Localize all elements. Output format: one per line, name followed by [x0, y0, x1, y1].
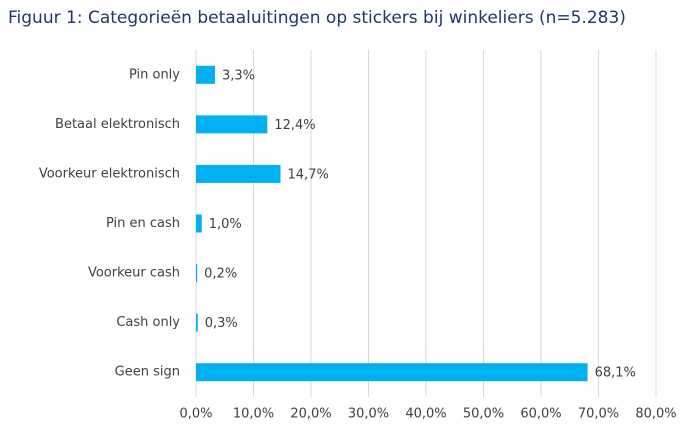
y-tick-label: Geen sign [115, 365, 180, 380]
data-label: 1,0% [209, 217, 242, 232]
y-tick-label: Pin only [129, 67, 180, 82]
bar [196, 363, 588, 382]
bar [196, 313, 198, 332]
bar [196, 115, 268, 134]
y-tick-label: Cash only [116, 315, 180, 330]
data-label: 0,3% [205, 316, 238, 331]
data-label: 0,2% [204, 267, 237, 282]
x-tick-label: 0,0% [179, 407, 212, 422]
y-tick-label: Pin en cash [106, 216, 180, 231]
bar [196, 164, 281, 183]
x-tick-label: 10,0% [233, 407, 274, 422]
y-tick-label: Voorkeur cash [88, 266, 180, 281]
bar [196, 264, 198, 283]
bar [196, 65, 215, 84]
y-tick-label: Betaal elektronisch [55, 117, 180, 132]
x-tick-label: 40,0% [405, 407, 446, 422]
x-tick-label: 70,0% [578, 407, 619, 422]
data-label: 14,7% [288, 167, 329, 182]
x-tick-label: 80,0% [635, 407, 676, 422]
x-tick-label: 50,0% [463, 407, 504, 422]
data-label: 68,1% [595, 366, 636, 381]
chart-title: Figuur 1: Categorieën betaaluitingen op … [8, 8, 626, 28]
x-tick-label: 20,0% [290, 407, 331, 422]
x-tick-label: 60,0% [520, 407, 561, 422]
bar [196, 214, 202, 233]
x-tick-label: 30,0% [348, 407, 389, 422]
data-label: 12,4% [274, 118, 315, 133]
data-label: 3,3% [222, 68, 255, 83]
y-tick-label: Voorkeur elektronisch [39, 166, 180, 181]
